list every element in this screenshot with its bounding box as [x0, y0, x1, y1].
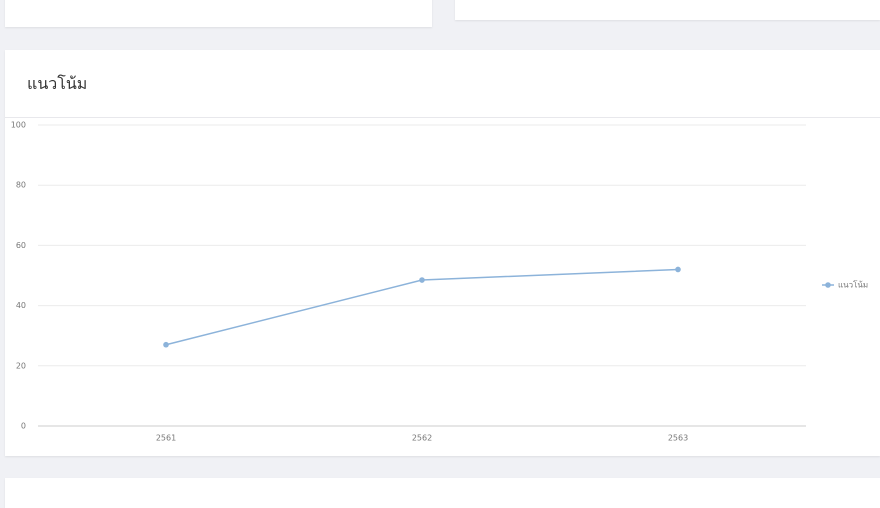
legend-label: แนวโน้ม	[838, 280, 868, 290]
y-tick-label: 60	[16, 241, 26, 250]
data-point	[675, 266, 681, 273]
top-left-card	[5, 0, 432, 27]
y-tick-label: 100	[11, 121, 26, 130]
top-right-card	[455, 0, 880, 20]
chart: 0 20 40 60 80 100 2561 2562 2563 แนวโน้ม	[11, 121, 868, 443]
y-tick-label: 80	[16, 181, 26, 190]
card-title: แนวโน้ม	[27, 74, 88, 93]
chart-card: แนวโน้ม	[5, 50, 880, 456]
x-tick-label: 2561	[156, 434, 176, 443]
y-tick-label: 20	[16, 361, 26, 370]
page: แนวโน้ม 0 20 40 60 80 100 2561 2562 2563 แนวโน้ม …	[5, 0, 880, 508]
data-point	[419, 277, 425, 283]
y-tick-label: 0	[21, 422, 26, 431]
x-tick-label: 2562	[412, 434, 432, 443]
header-divider	[5, 117, 880, 118]
y-tick-label: 40	[16, 301, 26, 310]
data-point	[163, 341, 169, 348]
x-tick-label: 2563	[668, 434, 688, 443]
legend-marker	[825, 282, 831, 288]
